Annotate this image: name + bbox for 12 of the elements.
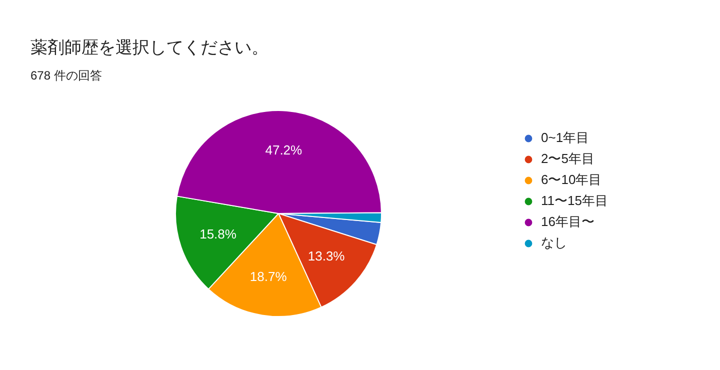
legend-label: なし <box>541 234 567 252</box>
data-label: 47.2% <box>265 142 303 158</box>
data-label: 15.8% <box>200 226 237 242</box>
chart-title: 薬剤師歴を選択してください。 <box>30 38 268 57</box>
data-label: 18.7% <box>250 269 288 284</box>
legend-label: 0~1年目 <box>541 129 590 147</box>
legend-label: 11〜15年目 <box>541 192 608 210</box>
legend-label: 16年目〜 <box>541 213 594 231</box>
text: 678 件の回答 <box>30 68 102 82</box>
legend-label: 6〜10年目 <box>541 171 602 189</box>
legend-label: 2〜5年目 <box>541 150 594 168</box>
data-label: 13.3% <box>308 248 346 264</box>
